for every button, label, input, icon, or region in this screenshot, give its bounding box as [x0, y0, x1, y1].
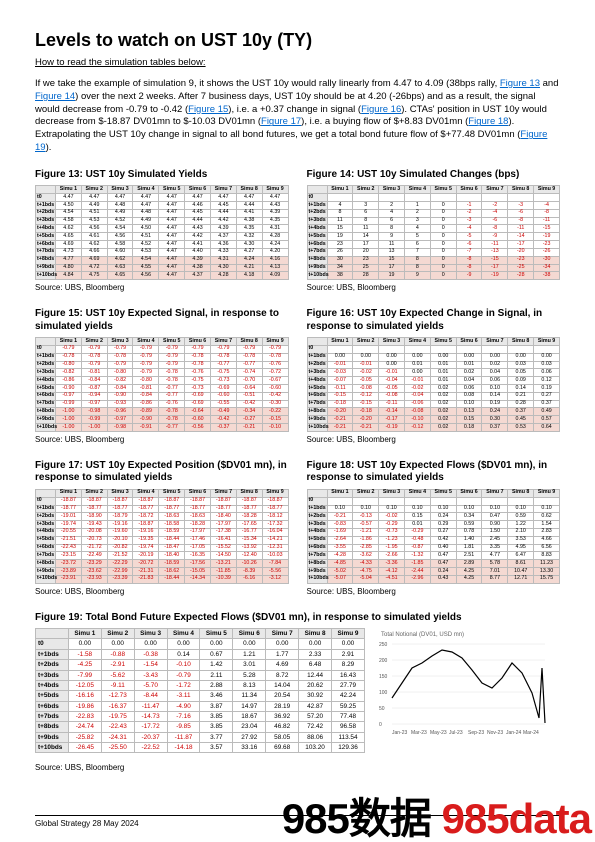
fig14-source: Source: UBS, Bloomberg — [307, 283, 561, 292]
link-fig13[interactable]: Figure 13 — [500, 78, 540, 89]
fig18-source: Source: UBS, Bloomberg — [307, 587, 561, 596]
link-fig14[interactable]: Figure 14 — [35, 91, 75, 102]
fig17-source: Source: UBS, Bloomberg — [35, 587, 289, 596]
fig17-title: Figure 17: UST 10y Expected Position ($D… — [35, 460, 289, 485]
fig14-title: Figure 14: UST 10y Simulated Changes (bp… — [307, 169, 561, 182]
svg-text:Total Notional (DV01, USD mn): Total Notional (DV01, USD mn) — [381, 632, 464, 638]
fig17-table: Simu 1Simu 2Simu 3Simu 4Simu 5Simu 6Simu… — [35, 489, 289, 584]
watermark: 985数据 985data — [282, 800, 591, 838]
link-fig15[interactable]: Figure 15 — [188, 104, 228, 115]
svg-text:May-23: May-23 — [430, 730, 447, 736]
page-title: Levels to watch on UST 10y (TY) — [35, 30, 560, 51]
svg-text:Mar-24: Mar-24 — [523, 730, 539, 736]
fig16-table: Simu 1Simu 2Simu 3Simu 4Simu 5Simu 6Simu… — [307, 337, 561, 432]
fig15-title: Figure 15: UST 10y Expected Signal, in r… — [35, 308, 289, 333]
link-fig18[interactable]: Figure 18 — [468, 116, 508, 127]
svg-text:50: 50 — [379, 706, 385, 712]
svg-text:Nov-23: Nov-23 — [487, 730, 503, 736]
svg-text:250: 250 — [379, 642, 388, 648]
svg-text:Mar-23: Mar-23 — [411, 730, 427, 736]
svg-text:100: 100 — [379, 690, 388, 696]
link-fig16[interactable]: Figure 16 — [361, 104, 401, 115]
fig18-title: Figure 18: UST 10y Expected Flows ($DV01… — [307, 460, 561, 485]
fig18-table: Simu 1Simu 2Simu 3Simu 4Simu 5Simu 6Simu… — [307, 489, 561, 584]
svg-text:Jul-23: Jul-23 — [449, 730, 463, 736]
fig19-source: Source: UBS, Bloomberg — [35, 763, 560, 772]
fig15-source: Source: UBS, Bloomberg — [35, 435, 289, 444]
fig19-chart: Total Notional (DV01, USD mn) 250 200 15… — [377, 628, 547, 743]
fig16-source: Source: UBS, Bloomberg — [307, 435, 561, 444]
svg-text:0: 0 — [379, 722, 382, 728]
fig13-source: Source: UBS, Bloomberg — [35, 283, 289, 292]
fig19-table: Simu 1Simu 2Simu 3Simu 4Simu 5Simu 6Simu… — [35, 628, 365, 753]
svg-text:Sep-23: Sep-23 — [468, 730, 484, 736]
chart-line — [392, 650, 545, 723]
svg-text:150: 150 — [379, 674, 388, 680]
fig19-title: Figure 19: Total Bond Future Expected Fl… — [35, 612, 560, 625]
svg-text:Jan-24: Jan-24 — [506, 730, 522, 736]
svg-text:200: 200 — [379, 658, 388, 664]
fig16-title: Figure 16: UST 10y Expected Change in Si… — [307, 308, 561, 333]
fig13-table: Simu 1Simu 2Simu 3Simu 4Simu 5Simu 6Simu… — [35, 185, 289, 280]
fig15-table: Simu 1Simu 2Simu 3Simu 4Simu 5Simu 6Simu… — [35, 337, 289, 432]
footer-left: Global Strategy 28 May 2024 — [35, 819, 139, 828]
fig13-title: Figure 13: UST 10y Simulated Yields — [35, 169, 289, 182]
link-fig17[interactable]: Figure 17 — [261, 116, 301, 127]
svg-text:Jan-23: Jan-23 — [392, 730, 408, 736]
intro-paragraph: If we take the example of simulation 9, … — [35, 78, 560, 155]
fig14-table: Simu 1Simu 2Simu 3Simu 4Simu 5Simu 6Simu… — [307, 185, 561, 280]
subtitle: How to read the simulation tables below: — [35, 57, 560, 68]
